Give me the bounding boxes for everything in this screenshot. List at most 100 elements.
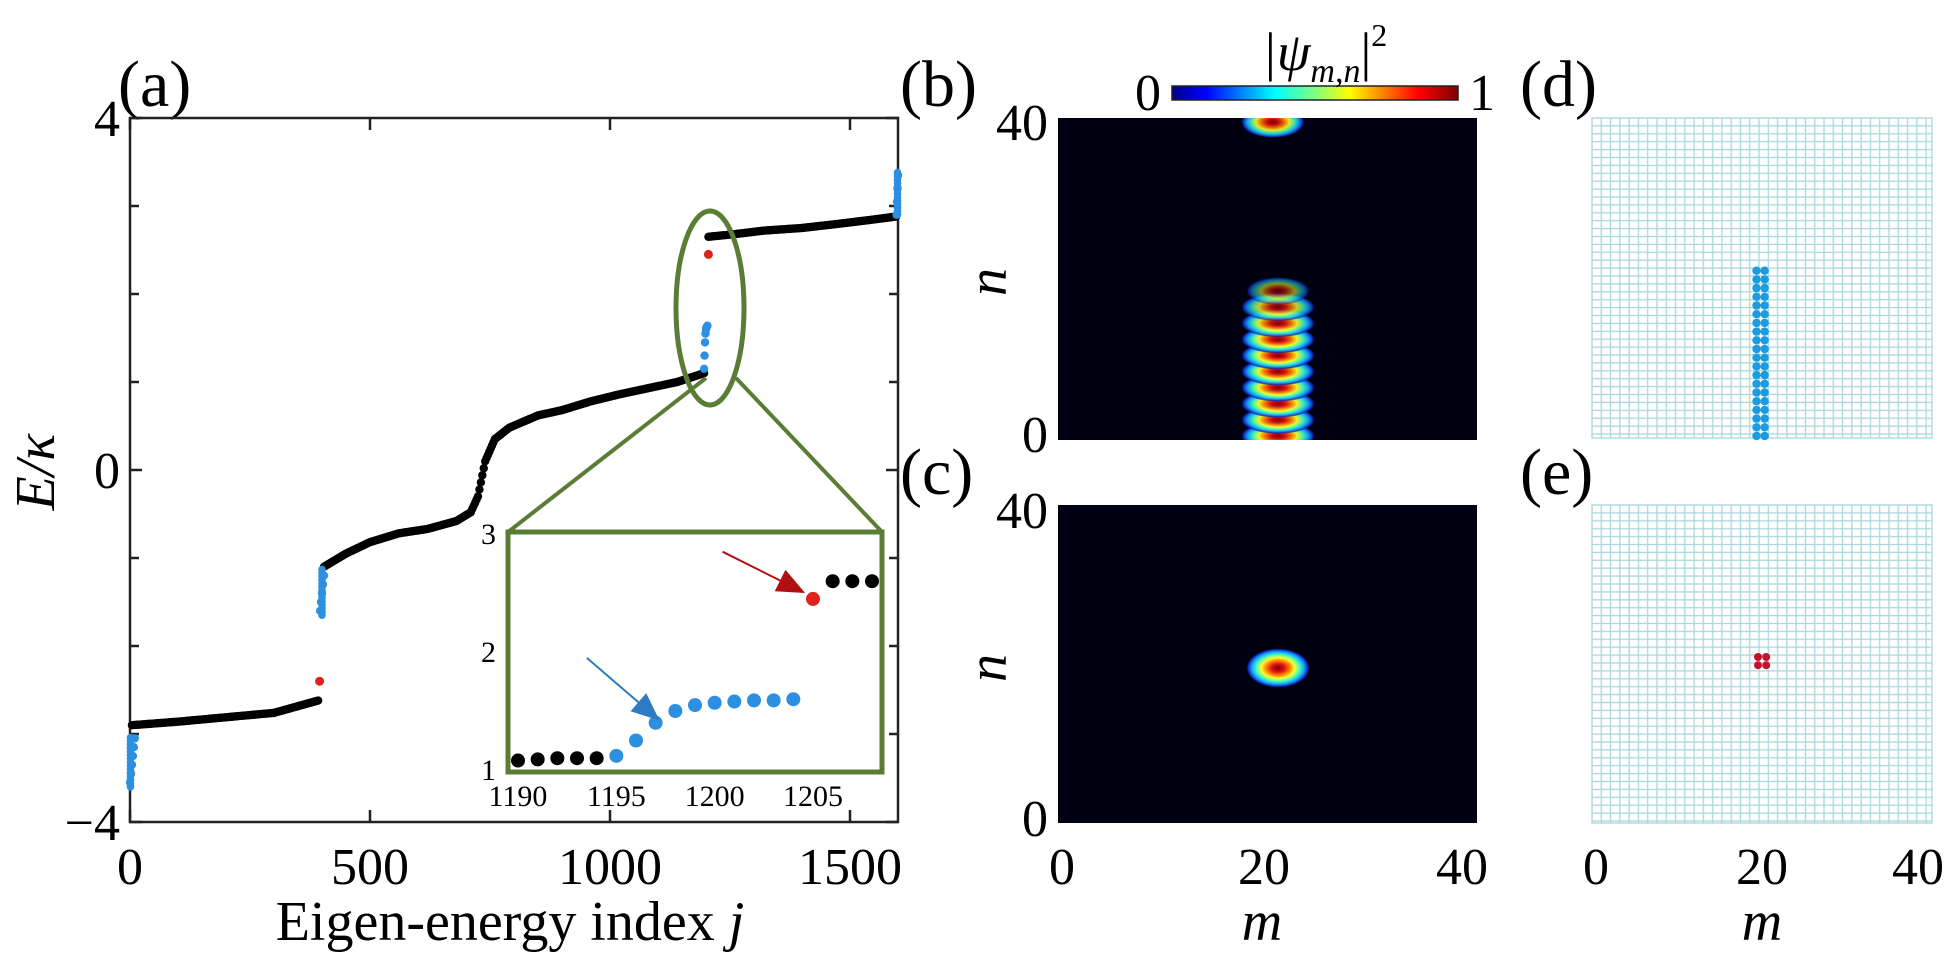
corner-sites-e	[1754, 653, 1771, 670]
edge-site	[1752, 318, 1761, 328]
inset-arrows	[586, 550, 806, 721]
panel-label-d: (d)	[1520, 48, 1597, 121]
edge-site	[1760, 310, 1769, 319]
inset-corner-point	[806, 591, 820, 606]
panel-label-a: (a)	[118, 48, 191, 121]
edge-point	[700, 338, 710, 347]
bulk-point	[478, 471, 487, 480]
y-axis-label-a: E/κ	[5, 433, 67, 512]
x-axis-label-e: m	[1742, 891, 1782, 953]
panel-label-c: (c)	[900, 436, 973, 509]
edge-site	[1752, 275, 1761, 284]
y-tick-label-c-40: 40	[996, 483, 1048, 540]
series-a	[125, 168, 903, 791]
colorbar-gradient	[1171, 85, 1459, 101]
edge-site	[1752, 370, 1761, 380]
x-tick-label-e-20: 20	[1736, 839, 1788, 896]
bulk-point	[479, 464, 488, 473]
inset-y-tick-label: 2	[481, 636, 496, 669]
x-tick-label-e-40: 40	[1892, 839, 1944, 896]
edge-point	[126, 733, 135, 742]
x-tick-label-a: 1000	[558, 839, 662, 896]
edge-site	[1752, 362, 1761, 371]
edge-site	[1760, 353, 1769, 362]
edge-point	[893, 168, 902, 177]
edge-site	[1760, 370, 1769, 380]
x-axis-label-c: m	[1242, 891, 1282, 953]
edge-site	[1760, 344, 1769, 354]
corner-site	[1754, 653, 1762, 661]
x-tick-label-a: 500	[331, 839, 409, 896]
edge-point	[700, 351, 709, 360]
inset-bulk-point	[845, 574, 860, 589]
bulk-point	[473, 492, 483, 501]
edge-site	[1760, 266, 1769, 275]
panel-d: (d)	[1520, 48, 1933, 441]
panel-label-e: (e)	[1520, 436, 1593, 509]
edge-site	[1752, 266, 1761, 275]
zoom-ellipse	[673, 208, 747, 408]
edge-site	[1752, 353, 1761, 362]
edge-site	[1752, 388, 1761, 397]
edge-site	[1752, 310, 1761, 319]
panel-a: (a) 0 500 1000 1500−404 E/κ Eigen-energy in…	[5, 48, 903, 953]
inset-bulk-point	[550, 751, 565, 766]
inset-arrow-head	[774, 569, 806, 593]
x-tick-label-e-0: 0	[1583, 839, 1609, 896]
colorbar-title: |ψm,n|2	[1262, 17, 1387, 90]
panel-c: (c) 40 0 n 0 20 40 m	[900, 436, 1488, 953]
edge-site	[1760, 405, 1769, 415]
inset-x-tick-label: 1195	[587, 780, 646, 813]
panel-e: (e) 0 20 40 m	[1520, 436, 1944, 953]
edge-site	[1752, 301, 1761, 310]
lattice-e	[1591, 504, 1933, 824]
x-tick-label-a: 1500	[798, 839, 902, 896]
x-tick-label-c-20: 20	[1238, 839, 1290, 896]
inset-edge-point	[727, 694, 742, 709]
edge-site	[1760, 327, 1769, 336]
inset-bulk-point	[589, 751, 604, 766]
edge-site	[1752, 292, 1761, 301]
heatmap-blob	[1245, 277, 1311, 306]
y-tick-label-a: 0	[94, 443, 120, 500]
edge-point	[318, 565, 326, 574]
x-tick-label-c-40: 40	[1436, 839, 1488, 896]
heatmap-b-blobs	[1240, 118, 1316, 440]
bulk-point	[476, 478, 486, 487]
x-axis-label-a: Eigen-energy index j	[276, 891, 745, 953]
heatmap-blob	[1245, 648, 1311, 688]
edge-sites-d	[1752, 266, 1769, 441]
inset-edge-point	[786, 692, 801, 707]
inset-arrow-shaft	[722, 550, 781, 582]
inset-edge-point	[747, 693, 761, 708]
edge-site	[1760, 379, 1769, 388]
zoom-line-right	[734, 376, 884, 534]
zoom-line-left	[506, 376, 708, 534]
edge-site	[1752, 414, 1761, 423]
inset-edge-point	[629, 733, 643, 748]
corner-point	[703, 249, 713, 259]
inset-arrow-shaft	[586, 657, 640, 703]
x-tick-label-a: 0	[117, 839, 143, 896]
edge-site	[1760, 431, 1769, 441]
inset-edge-point	[707, 695, 722, 710]
inset-frame	[505, 529, 885, 775]
y-tick-label-a: −4	[65, 795, 120, 852]
inset-edge-point	[609, 748, 624, 763]
edge-site	[1752, 336, 1761, 345]
inset-x-tick-label: 1190	[489, 780, 548, 813]
inset-bulk-point	[530, 752, 545, 767]
colorbar: 0 1 |ψm,n|2	[1135, 17, 1495, 122]
bulk-point	[475, 485, 484, 494]
x-tick-marks-a	[128, 118, 852, 822]
inset-ticks: 1190 1195 1200 1205 1 2 3	[481, 518, 843, 813]
inset-bulk-point	[865, 574, 879, 589]
y-tick-label-a: 4	[94, 91, 120, 148]
panel-label-b: (b)	[900, 48, 977, 121]
inset-a: 1190 1195 1200 1205 1 2 3	[481, 518, 885, 813]
edge-site	[1752, 405, 1761, 415]
inset-x-tick-label: 1200	[685, 780, 745, 813]
edge-site	[1760, 414, 1769, 423]
y-tick-label-b-0: 0	[1022, 407, 1048, 464]
